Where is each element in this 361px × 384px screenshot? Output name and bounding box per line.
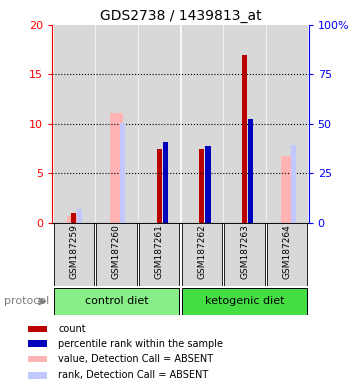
FancyBboxPatch shape [182, 223, 222, 286]
Bar [28, 326, 47, 332]
Bar [67, 216, 80, 223]
Bar [163, 142, 168, 223]
FancyBboxPatch shape [54, 223, 94, 286]
Text: GSM187263: GSM187263 [240, 225, 249, 280]
Bar [267, 25, 307, 223]
Bar [77, 209, 82, 223]
Bar [242, 55, 247, 223]
FancyBboxPatch shape [267, 223, 307, 286]
Bar [28, 372, 47, 379]
Bar [28, 340, 47, 347]
FancyBboxPatch shape [225, 223, 265, 286]
FancyBboxPatch shape [139, 223, 179, 286]
Text: GSM187259: GSM187259 [69, 225, 78, 280]
Text: percentile rank within the sample: percentile rank within the sample [58, 339, 223, 349]
Text: ketogenic diet: ketogenic diet [205, 296, 284, 306]
Text: control diet: control diet [84, 296, 148, 306]
Bar [205, 146, 210, 223]
Bar [281, 156, 294, 223]
FancyBboxPatch shape [54, 288, 179, 315]
Bar [291, 145, 296, 223]
Bar [157, 149, 162, 223]
FancyBboxPatch shape [96, 223, 136, 286]
Text: value, Detection Call = ABSENT: value, Detection Call = ABSENT [58, 354, 213, 364]
Bar [110, 113, 123, 223]
Text: GSM187261: GSM187261 [155, 225, 164, 280]
Text: GSM187262: GSM187262 [197, 225, 206, 280]
Bar [96, 25, 136, 223]
Bar [248, 119, 253, 223]
Bar [54, 25, 94, 223]
Title: GDS2738 / 1439813_at: GDS2738 / 1439813_at [100, 8, 261, 23]
Bar [182, 25, 222, 223]
Bar [225, 25, 265, 223]
Bar [199, 149, 204, 223]
Text: protocol: protocol [4, 296, 49, 306]
Bar [28, 356, 47, 362]
Bar [139, 25, 179, 223]
Bar [71, 213, 76, 223]
Text: rank, Detection Call = ABSENT: rank, Detection Call = ABSENT [58, 370, 209, 380]
Bar [120, 123, 125, 223]
Text: count: count [58, 324, 86, 334]
Text: GSM187260: GSM187260 [112, 225, 121, 280]
Text: GSM187264: GSM187264 [283, 225, 292, 280]
FancyBboxPatch shape [182, 288, 307, 315]
